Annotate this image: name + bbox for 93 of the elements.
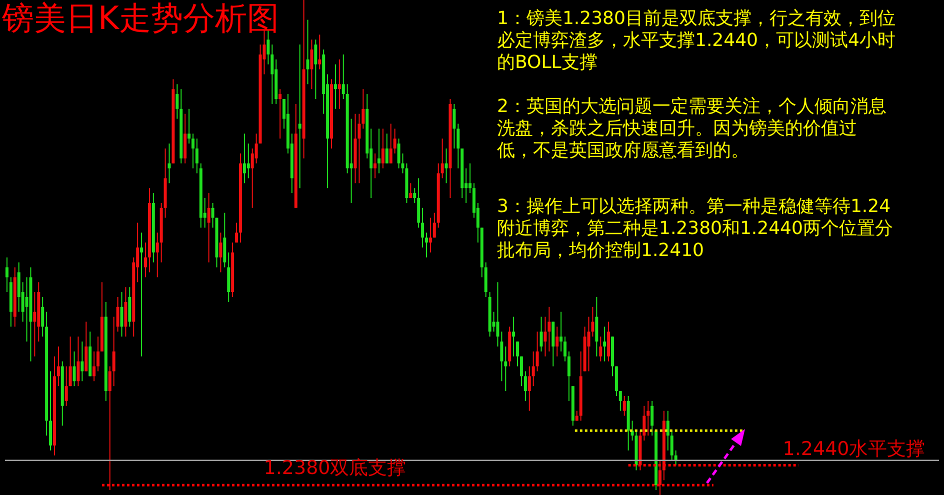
- candlestick: [385, 133, 388, 164]
- candlestick: [532, 350, 535, 387]
- candlestick: [432, 212, 436, 238]
- candlestick: [188, 108, 191, 144]
- candlestick: [670, 430, 674, 461]
- candlestick: [168, 143, 171, 184]
- candlestick: [421, 207, 424, 248]
- candlestick: [409, 182, 412, 198]
- candlestick: [278, 88, 282, 140]
- candlestick: [452, 103, 456, 149]
- candlestick: [64, 366, 68, 406]
- candlestick: [96, 336, 100, 372]
- candlestick: [646, 400, 650, 436]
- candlestick: [524, 370, 527, 402]
- candlestick: [389, 123, 392, 164]
- candlestick: [195, 138, 198, 174]
- candlestick: [306, 19, 310, 85]
- candlestick: [544, 316, 547, 357]
- candlestick: [207, 192, 210, 263]
- candlestick: [556, 326, 559, 357]
- candlestick: [642, 405, 646, 442]
- candlestick: [116, 296, 120, 332]
- candlestick: [5, 256, 8, 293]
- candlestick: [342, 54, 345, 100]
- candlestick: [92, 350, 96, 382]
- candlestick: [512, 316, 516, 357]
- annotation: 2：英国的大选问题一定需要关注，个人倾向消息洗盘，杀跌之后快速回升。因为镑美的价值过低，不是英国政府愿意看到的。: [497, 96, 886, 161]
- candlestick: [358, 113, 361, 184]
- candlestick: [377, 128, 380, 174]
- candlestick: [120, 292, 124, 338]
- candlestick: [424, 232, 428, 258]
- candlestick: [536, 331, 539, 372]
- candlestick: [219, 232, 222, 273]
- candlestick: [298, 44, 302, 189]
- candlestick: [516, 341, 520, 367]
- candlestick: [112, 316, 116, 387]
- candlestick: [496, 282, 500, 347]
- chart-title: 镑美日K走势分析图: [1, 0, 279, 37]
- candlestick: [242, 133, 246, 184]
- candlestick: [575, 410, 578, 422]
- candlestick: [622, 396, 626, 416]
- candlestick: [468, 162, 472, 194]
- candlestick: [413, 188, 416, 204]
- candlestick: [603, 326, 606, 362]
- candlestick: [599, 336, 602, 362]
- candlestick: [334, 64, 337, 110]
- candlestick: [76, 336, 80, 387]
- candlestick: [310, 39, 314, 90]
- candlestick: [362, 88, 365, 130]
- candlestick: [456, 123, 460, 169]
- candlestick: [33, 292, 36, 357]
- candlestick: [338, 58, 341, 110]
- candlestick: [528, 366, 531, 412]
- candlestick: [144, 242, 147, 278]
- candlestick: [567, 350, 570, 402]
- candlestick: [108, 366, 112, 491]
- candlestick: [650, 400, 654, 436]
- candlestick: [72, 350, 76, 387]
- candlestick: [548, 306, 551, 352]
- candlestick: [270, 44, 274, 104]
- candlestick: [666, 410, 670, 451]
- candlestick: [68, 336, 72, 387]
- candlestick: [444, 148, 448, 184]
- candlestick: [314, 39, 318, 100]
- candlestick: [393, 128, 396, 154]
- candlestick: [560, 311, 563, 352]
- annotation: 3：操作上可以选择两种。第一种是稳健等待1.24附近博弈，第二种是1.2380和1.2440两个位置分批布局，均价控制1.2410: [497, 196, 893, 261]
- annotation: 1：镑美1.2380目前是双底支撑，行之有效，到位必定博弈渣多，水平支撑1.2440，可以测试4小时的BOLL支撑: [497, 8, 896, 73]
- ref-line-label: 1.2440水平支撑: [782, 438, 926, 460]
- candlestick: [374, 152, 377, 179]
- ref-line-label: 1.2380双底支撑: [264, 457, 406, 479]
- candlestick: [41, 296, 44, 338]
- candlestick: [618, 390, 622, 412]
- candlestick: [246, 143, 250, 179]
- candlestick: [318, 34, 322, 70]
- candlestick: [500, 331, 504, 382]
- candlestick: [56, 346, 60, 387]
- candlestick: [564, 336, 567, 362]
- candlestick: [25, 276, 28, 342]
- candlestick: [140, 232, 144, 357]
- candlestick: [658, 460, 662, 495]
- candlestick: [176, 84, 179, 120]
- candlestick: [428, 217, 432, 253]
- candlestick: [504, 346, 508, 392]
- candlestick: [520, 356, 523, 387]
- candlestick: [381, 128, 384, 169]
- candlestick: [235, 222, 238, 244]
- candlestick: [674, 450, 678, 466]
- candlestick: [440, 138, 444, 179]
- candlestick: [80, 341, 84, 382]
- candlestick: [156, 232, 159, 278]
- candlestick: [191, 133, 194, 169]
- candlestick: [540, 316, 543, 352]
